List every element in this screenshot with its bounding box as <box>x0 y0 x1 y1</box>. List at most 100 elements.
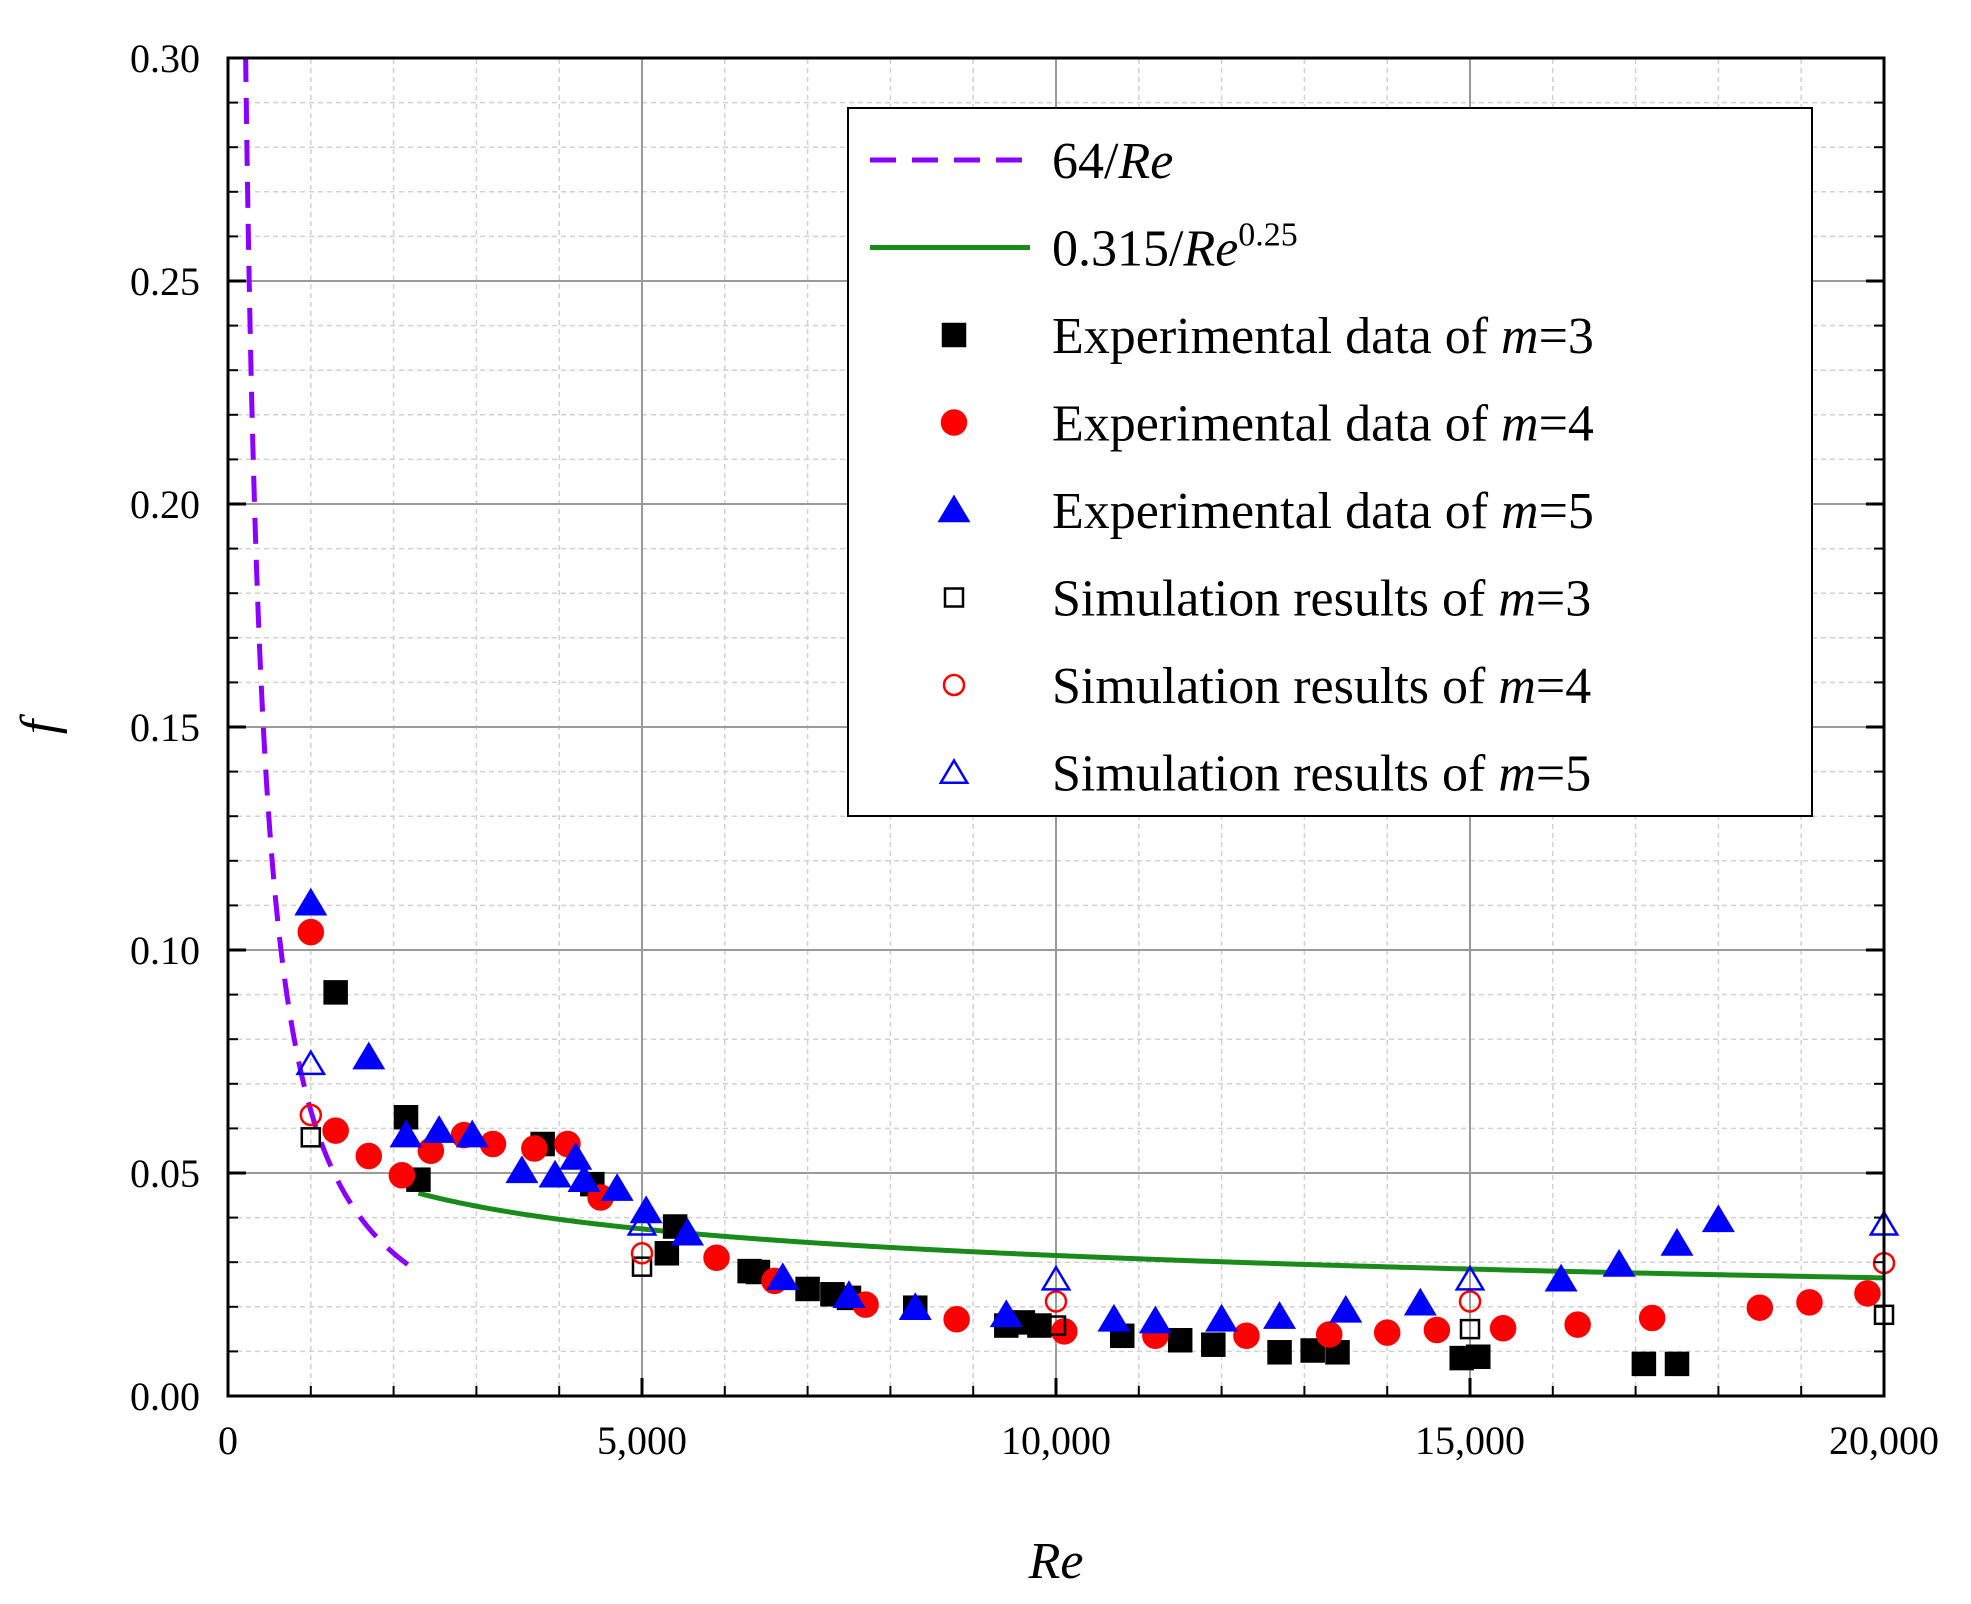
legend-label-series: Experimental data of m=4 <box>1052 396 1594 453</box>
data-point <box>1373 1319 1401 1346</box>
data-point <box>1466 1344 1491 1370</box>
data-point <box>631 1256 653 1277</box>
data-point <box>1454 1264 1486 1291</box>
legend: 64/Re 0.315/Re0.25 Experimental data of m=… <box>847 107 1813 817</box>
data-point <box>559 1141 593 1170</box>
data-point <box>898 1292 932 1320</box>
data-point <box>352 1041 386 1070</box>
data-point <box>1602 1248 1636 1277</box>
legend-marker <box>940 409 968 436</box>
y-tick-labels: 0.00 0.05 0.10 0.15 0.20 0.25 0.30 <box>130 36 200 1419</box>
x-tick-label: 5,000 <box>597 1418 687 1463</box>
y-tick-label: 0.15 <box>130 705 200 750</box>
data-point <box>1403 1287 1437 1316</box>
data-point <box>1660 1228 1694 1256</box>
y-tick-label: 0.25 <box>130 259 200 304</box>
data-point <box>323 980 348 1005</box>
data-point <box>795 1276 820 1302</box>
data-point <box>1167 1328 1193 1353</box>
data-point <box>422 1115 456 1143</box>
reference-curves <box>243 58 1884 1281</box>
legend-label-series: Experimental data of m=3 <box>1052 308 1594 365</box>
data-point <box>322 1117 349 1144</box>
data-point <box>388 1161 416 1189</box>
y-tick-label: 0.10 <box>130 928 200 973</box>
data-point <box>1263 1301 1297 1329</box>
data-point <box>1564 1311 1591 1338</box>
data-point <box>295 1049 327 1076</box>
data-point <box>1315 1321 1343 1348</box>
data-point <box>766 1262 800 1291</box>
series-simulation-square <box>300 1127 1895 1340</box>
data-point <box>300 1127 322 1148</box>
data-point <box>1544 1263 1578 1292</box>
data-point <box>1746 1294 1774 1321</box>
y-tick-label: 0.00 <box>130 1374 200 1419</box>
data-point <box>1854 1280 1881 1307</box>
data-point <box>1701 1204 1735 1233</box>
y-tick-label: 0.30 <box>130 36 200 81</box>
data-point <box>626 1209 658 1236</box>
data-point <box>505 1155 539 1184</box>
axis-ticks <box>226 56 1886 1398</box>
legend-marker <box>941 322 967 348</box>
data-point <box>1044 1290 1068 1313</box>
curve-blasius <box>417 1190 1884 1281</box>
data-point <box>703 1244 730 1271</box>
data-point <box>455 1119 489 1148</box>
y-tick-label: 0.05 <box>130 1151 200 1196</box>
data-point <box>1664 1351 1690 1377</box>
legend-marker <box>937 494 971 523</box>
data-point <box>1489 1314 1517 1342</box>
data-point <box>389 1119 423 1148</box>
data-point <box>1329 1294 1363 1323</box>
data-point <box>1423 1316 1451 1344</box>
data-point <box>355 1142 383 1170</box>
x-axis-title: Re <box>1028 1533 1084 1590</box>
data-point <box>671 1217 705 1246</box>
data-point <box>832 1280 866 1308</box>
data-point <box>294 887 328 916</box>
x-tick-label: 0 <box>218 1418 238 1463</box>
legend-label-series: Simulation results of m=3 <box>1052 571 1591 628</box>
data-point <box>630 1242 654 1265</box>
data-point <box>600 1173 634 1201</box>
x-tick-label: 10,000 <box>1001 1418 1111 1463</box>
legend-marker <box>938 758 970 784</box>
curve-laminar <box>243 58 420 1274</box>
data-point <box>1040 1264 1072 1291</box>
data-point <box>1267 1340 1292 1365</box>
legend-box <box>847 107 1813 817</box>
data-point <box>654 1241 680 1266</box>
data-point <box>989 1299 1023 1328</box>
y-tick-label: 0.20 <box>130 482 200 527</box>
data-point <box>1638 1304 1666 1332</box>
data-point <box>1458 1290 1482 1313</box>
data-point <box>1205 1303 1239 1332</box>
data-point <box>567 1164 601 1192</box>
data-point <box>1201 1332 1226 1357</box>
data-point <box>521 1135 548 1162</box>
x-tick-label: 15,000 <box>1415 1418 1525 1463</box>
legend-label-series: Simulation results of m=5 <box>1052 746 1591 803</box>
data-point <box>1045 1315 1067 1336</box>
data-point <box>1300 1338 1325 1363</box>
legend-label-laminar: 64/Re <box>1052 133 1173 190</box>
data-point <box>1138 1305 1172 1334</box>
data-point <box>1459 1318 1481 1340</box>
legend-marker <box>943 587 965 608</box>
data-point <box>1027 1313 1052 1338</box>
data-point <box>299 1103 323 1127</box>
data-point <box>1233 1322 1260 1350</box>
x-tick-labels: 0 5,000 10,000 15,000 20,000 <box>218 1418 1939 1463</box>
legend-label-series: Experimental data of m=5 <box>1052 483 1594 540</box>
data-point <box>1097 1303 1131 1332</box>
data-point <box>943 1306 970 1333</box>
data-markers <box>294 887 1900 1377</box>
data-point <box>1631 1351 1657 1377</box>
data-point <box>297 918 325 946</box>
legend-label-blasius: 0.315/Re0.25 <box>1052 217 1298 278</box>
legend-label-series: Simulation results of m=4 <box>1052 658 1591 715</box>
series-experimental-triangle <box>294 887 1735 1334</box>
